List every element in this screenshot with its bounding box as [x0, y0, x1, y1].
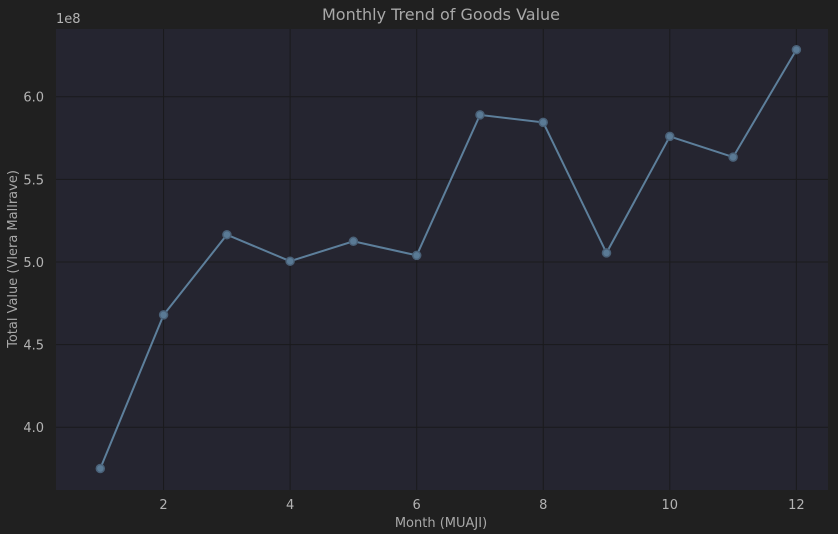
grid: [56, 29, 828, 490]
series-line: [99, 49, 798, 469]
data-point: [411, 250, 422, 261]
data-point: [158, 310, 169, 320]
x-axis-title: Month (MUAJI): [395, 516, 487, 531]
y-tick-label: 5.0: [23, 256, 44, 271]
x-tick-label: 2: [159, 498, 167, 513]
data-point: [475, 110, 485, 120]
data-point: [285, 256, 295, 266]
y-tick-label: 6.0: [23, 91, 44, 106]
series-layer: [95, 44, 802, 474]
x-tick-label: 12: [788, 498, 805, 513]
y-tick-label: 4.5: [23, 339, 44, 354]
y-axis-title: Total Value (Vlera Mallrave): [6, 170, 21, 349]
data-point: [95, 463, 106, 474]
y-axis-ticks: 4.0 4.5 5.0 5.5 6.0: [23, 91, 44, 436]
data-point: [791, 44, 802, 55]
data-point: [665, 131, 675, 142]
y-tick-label: 4.0: [23, 421, 44, 436]
data-point: [728, 152, 738, 162]
chart-title: Monthly Trend of Goods Value: [322, 5, 560, 24]
x-tick-label: 6: [413, 498, 421, 513]
x-tick-label: 4: [286, 498, 294, 513]
data-point: [601, 248, 612, 258]
x-tick-label: 8: [539, 498, 547, 513]
y-axis-multiplier: 1e8: [56, 12, 81, 27]
data-point: [348, 236, 359, 247]
x-tick-label: 10: [662, 498, 679, 513]
y-tick-label: 5.5: [23, 173, 44, 188]
x-axis-ticks: 2 4 6 8 10 12: [159, 498, 804, 513]
data-point: [538, 117, 548, 128]
data-point: [222, 229, 232, 240]
plot-area: [56, 29, 828, 490]
